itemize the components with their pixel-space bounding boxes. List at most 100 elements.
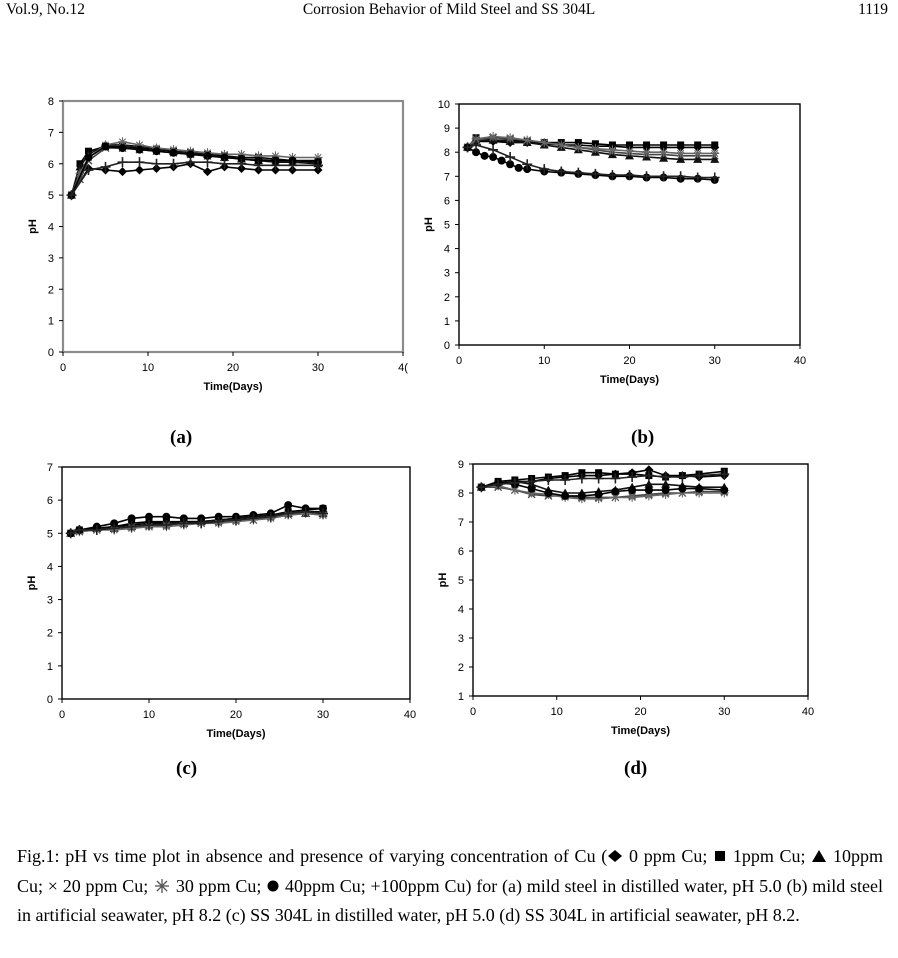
data-point-plus [576, 473, 587, 484]
data-point-circle [118, 144, 127, 153]
series-line-asterisk [466, 135, 715, 155]
data-point-asterisk [510, 485, 520, 495]
data-point-circle [695, 484, 704, 493]
data-point-circle [152, 147, 161, 156]
data-point-circle [186, 150, 195, 159]
data-point-plus [287, 160, 298, 171]
y-tick-label: 9 [444, 123, 450, 135]
data-point-plus [719, 469, 730, 480]
plot-frame [61, 466, 411, 700]
data-point-plus [573, 167, 584, 178]
data-point-plus [178, 518, 189, 529]
data-point-diamond [203, 167, 212, 177]
data-point-asterisk [594, 494, 604, 504]
data-point-square [694, 141, 702, 149]
running-header-title: Corrosion Behavior of Mild Steel and SS … [302, 1, 596, 18]
y-tick-label: 5 [444, 220, 450, 232]
series-line-diamond [70, 162, 318, 196]
data-point-plus [677, 472, 688, 483]
panel-label-d: (d) [624, 758, 648, 779]
data-point-asterisk [313, 152, 323, 162]
data-point-plus [74, 524, 85, 535]
y-tick-label: 7 [48, 127, 54, 139]
y-tick-label: 6 [444, 195, 450, 207]
data-point-plus [610, 473, 621, 484]
y-tick-label: 2 [48, 284, 54, 296]
data-point-circle [678, 484, 687, 493]
data-point-square [578, 469, 586, 477]
y-tick-label: 7 [444, 171, 450, 183]
x-axis-label: Time(Days) [600, 374, 659, 386]
data-point-asterisk [694, 488, 704, 498]
data-point-circle [577, 491, 586, 500]
data-point-circle [145, 512, 153, 521]
data-point-plus [593, 473, 604, 484]
data-point-plus [168, 158, 179, 169]
data-point-asterisk [642, 147, 652, 157]
data-point-circle [506, 160, 515, 169]
x-tick-label: 40 [404, 709, 416, 721]
data-point-plus [161, 520, 172, 530]
y-axis-label: pH [26, 576, 38, 591]
data-point-plus [196, 518, 207, 529]
data-point-circle [561, 491, 570, 500]
x-axis-label: Time(Days) [203, 381, 262, 393]
data-point-plus [543, 474, 554, 485]
data-point-asterisk [676, 148, 686, 158]
data-point-circle [514, 163, 523, 172]
data-point-square [660, 141, 668, 149]
data-point-circle [472, 148, 481, 157]
data-point-triangle [659, 153, 669, 162]
series-plus [65, 506, 328, 539]
x-tick-label: 30 [709, 355, 721, 367]
caption-text-1: Fig.1: pH vs time plot in absence and pr… [17, 846, 608, 866]
x-tick-label: 40 [794, 355, 806, 367]
y-tick-label: 3 [47, 595, 53, 607]
chart-panel-d: 1 2 3 4 5 6 7 8 9 0 10 20 30 40 Time(Days) pH [420, 458, 840, 748]
x-axis-label: Time(Days) [611, 725, 670, 737]
series-line-triangle [70, 144, 319, 196]
data-point-square [677, 141, 685, 149]
data-point-plus [660, 472, 671, 483]
triangle-icon [812, 850, 827, 862]
data-point-plus [313, 160, 323, 171]
data-point-asterisk [527, 488, 537, 498]
y-tick-label: 8 [48, 96, 54, 108]
data-point-circle [135, 145, 144, 154]
y-tick-label: 2 [458, 662, 464, 674]
series-line-plus [467, 144, 715, 179]
data-point-plus [522, 159, 533, 170]
data-point-circle [720, 486, 729, 495]
data-point-diamond [644, 465, 654, 475]
y-tick-label: 5 [48, 190, 54, 202]
data-point-plus [590, 168, 601, 179]
data-point-plus [505, 152, 516, 163]
data-point-plus [151, 158, 162, 169]
data-point-circle [480, 151, 489, 160]
y-tick-label: 6 [458, 546, 464, 558]
y-tick-label: 5 [458, 575, 464, 587]
data-point-square [595, 469, 603, 477]
caption-text-6: 40ppm Cu; +100ppm Cu) for (a) mild steel… [17, 875, 883, 926]
data-point-circle [628, 486, 637, 495]
chart-panel-a: 0 1 2 3 4 5 6 7 8 0 10 20 30 4(Time(Days) pH [0, 96, 410, 420]
data-point-plus [219, 158, 230, 169]
data-point-asterisk [644, 491, 654, 501]
plot-frame [472, 463, 809, 697]
x-axis-label: Time(Days) [206, 728, 265, 740]
data-point-plus [658, 171, 669, 182]
data-point-asterisk [505, 133, 515, 143]
diamond-icon [608, 850, 623, 862]
data-point-plus [300, 506, 311, 517]
data-point-square [591, 140, 599, 148]
running-header-volume: Vol.9, No.12 [6, 1, 85, 18]
data-point-plus [66, 190, 77, 201]
series-line-triangle [466, 139, 715, 161]
y-tick-label: 6 [47, 495, 53, 507]
data-point-asterisk [471, 134, 481, 144]
y-tick-label: 7 [47, 462, 53, 474]
series-line-diamond [467, 140, 715, 149]
data-point-plus [493, 479, 504, 490]
data-point-plus [539, 164, 550, 175]
data-point-triangle [676, 154, 686, 163]
